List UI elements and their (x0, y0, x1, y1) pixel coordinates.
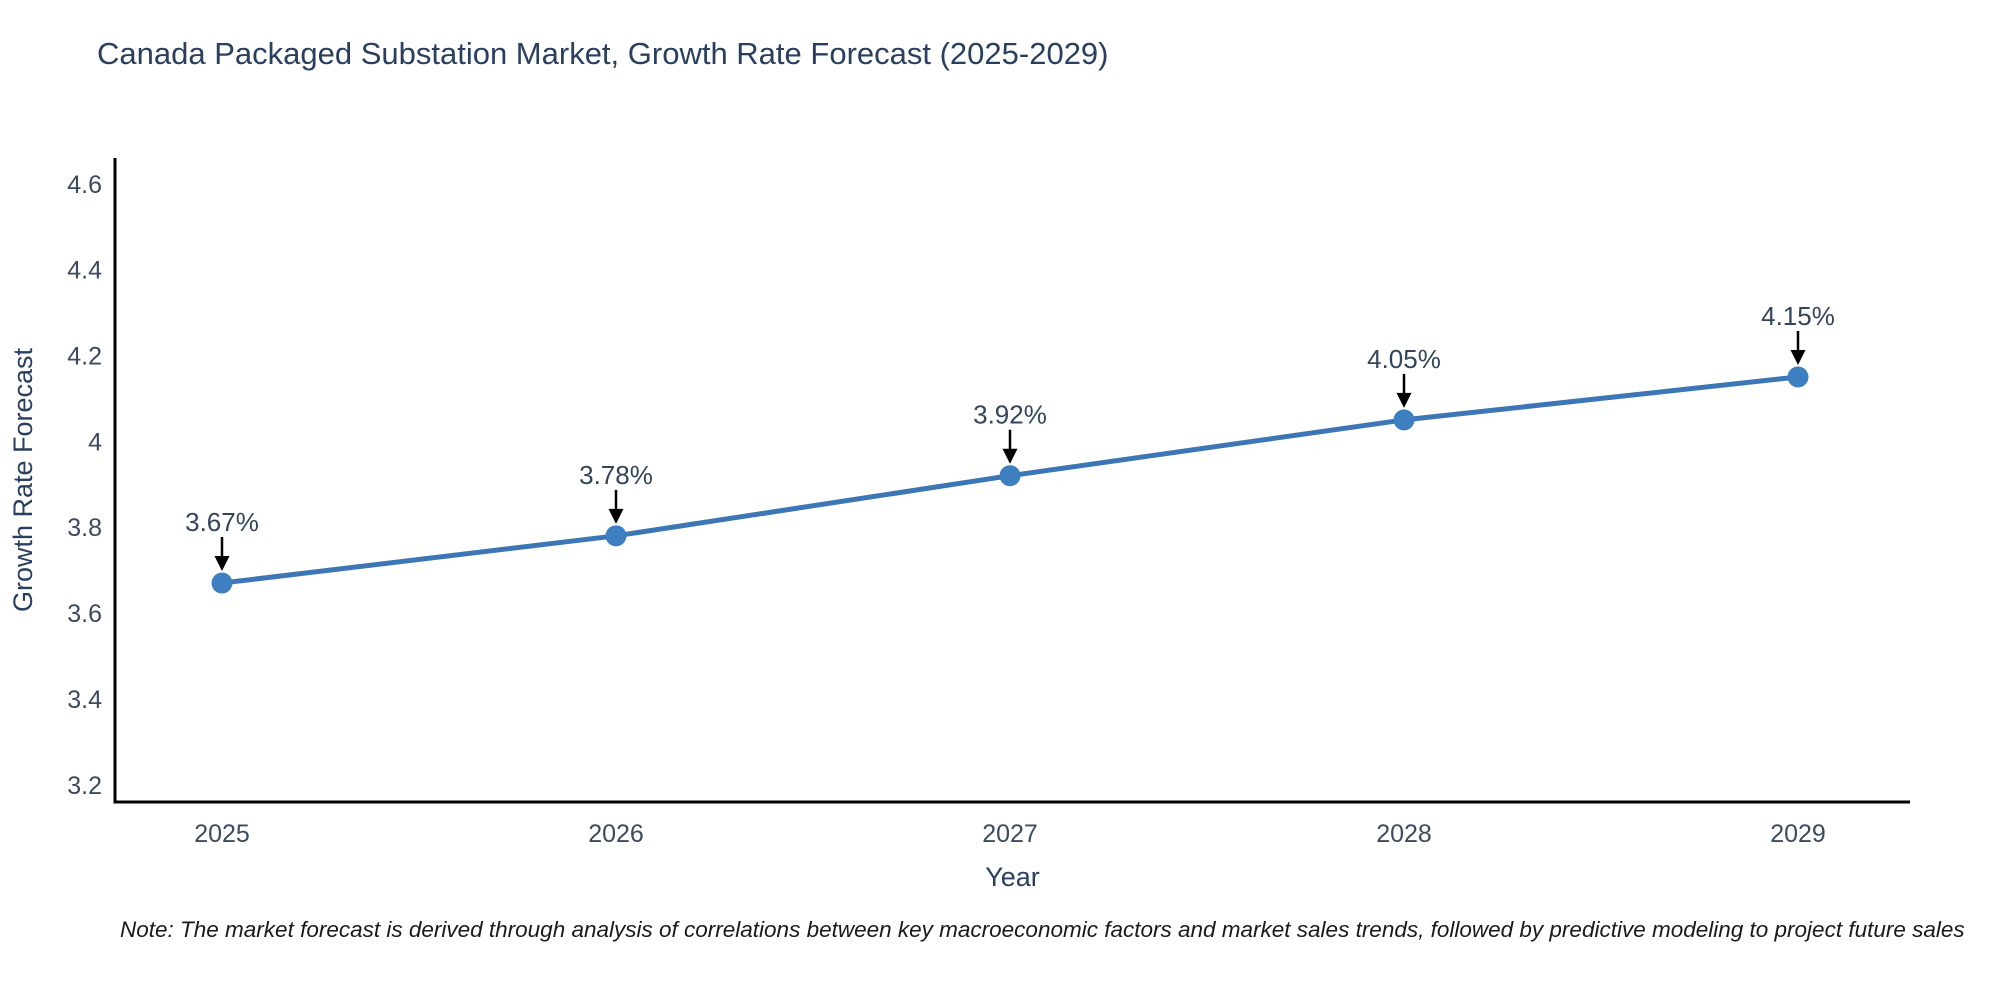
annotation-arrowhead (1396, 392, 1412, 408)
chart-title: Canada Packaged Substation Market, Growt… (97, 36, 1109, 71)
y-tick-label: 4 (88, 428, 102, 456)
annotation-label: 3.67% (185, 507, 259, 537)
annotation-arrowhead (214, 556, 230, 572)
data-point-marker (605, 525, 627, 547)
data-point-marker (1787, 366, 1809, 388)
annotation-arrowhead (608, 508, 624, 524)
data-point-marker (211, 572, 233, 594)
data-point-marker (999, 465, 1021, 487)
y-tick-label: 4.6 (67, 171, 102, 199)
x-tick-label: 2025 (194, 820, 250, 848)
y-tick-label: 3.8 (67, 514, 102, 542)
x-axis-title: Year (985, 862, 1040, 892)
y-tick-label: 4.2 (67, 342, 102, 370)
y-axis-title: Growth Rate Forecast (8, 347, 38, 612)
y-tick-label: 3.6 (67, 600, 102, 628)
annotation-label: 4.15% (1761, 301, 1835, 331)
annotation-label: 3.92% (973, 400, 1047, 430)
annotation-label: 4.05% (1367, 344, 1441, 374)
x-tick-label: 2026 (588, 820, 644, 848)
axis-spines (113, 158, 1910, 804)
y-tick-label: 3.2 (67, 772, 102, 800)
x-tick-label: 2028 (1376, 820, 1432, 848)
annotation-arrowhead (1790, 349, 1806, 365)
x-tick-label: 2029 (1770, 820, 1826, 848)
y-tick-label: 4.4 (67, 257, 102, 285)
y-tick-label: 3.4 (67, 686, 102, 714)
annotation-label: 3.78% (579, 460, 653, 490)
data-point-marker (1393, 409, 1415, 431)
x-tick-label: 2027 (982, 820, 1038, 848)
chart-footnote: Note: The market forecast is derived thr… (120, 917, 1965, 942)
annotation-arrowhead (1002, 448, 1018, 464)
